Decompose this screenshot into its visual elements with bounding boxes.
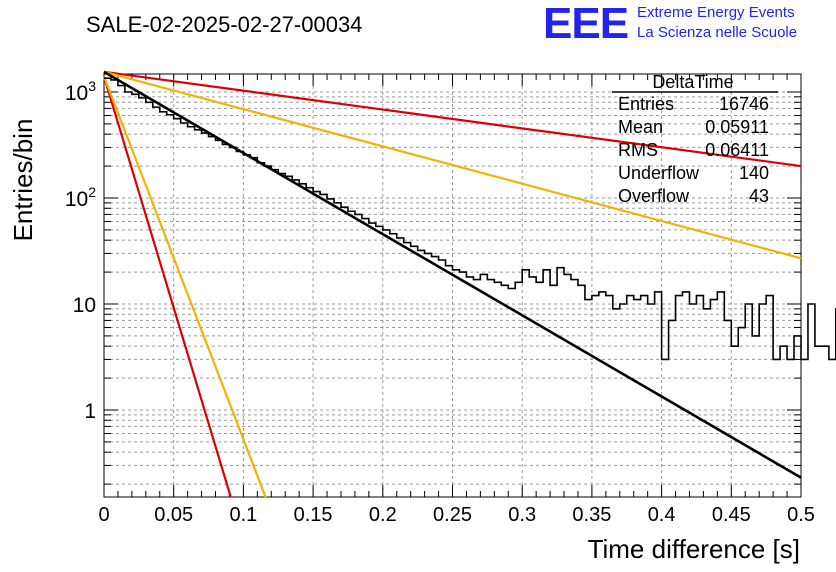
stats-label-overflow: Overflow <box>618 186 690 206</box>
stats-label-underflow: Underflow <box>618 163 700 183</box>
x-tick-label: 0.05 <box>154 504 193 526</box>
stats-label-mean: Mean <box>618 117 663 137</box>
grid-layer <box>104 74 801 497</box>
x-tick-label: 0.1 <box>229 504 257 526</box>
stats-value-overflow: 43 <box>749 186 769 206</box>
y-tick-label: 103 <box>65 78 96 105</box>
x-tick-label: 0.25 <box>433 504 472 526</box>
y-tick-label: 1 <box>84 400 96 423</box>
x-tick-label: 0.35 <box>572 504 611 526</box>
run-title: SALE-02-2025-02-27-00034 <box>86 12 362 37</box>
stats-value-mean: 0.05911 <box>705 117 769 137</box>
x-tick-label: 0.4 <box>648 504 676 526</box>
stats-label-entries: Entries <box>618 94 674 114</box>
logo-line-1: Extreme Energy Events <box>637 4 795 21</box>
reference-line-4 <box>102 76 267 498</box>
stats-value-rms: 0.06411 <box>705 140 769 160</box>
stats-label-rms: RMS <box>618 140 658 160</box>
series-layer <box>102 70 802 498</box>
x-tick-label: 0.45 <box>712 504 751 526</box>
axis-layer: 0 0.05 0.1 0.15 0.2 0.25 0.3 0.35 0.4 0.45 0.5 1 10 1… <box>65 74 815 526</box>
stats-title: DeltaTime <box>652 72 733 92</box>
y-axis-label: Entries/bin <box>8 119 38 242</box>
stats-box: DeltaTime Entries 16746 Mean 0.05911 RMS… <box>612 72 778 206</box>
reference-line-2 <box>103 70 802 260</box>
eee-logo: EEE <box>543 0 629 48</box>
x-tick-label: 0.5 <box>787 504 815 526</box>
logo-line-2: La Scienza nelle Scuole <box>637 24 798 41</box>
fit-line <box>103 70 802 479</box>
x-tick-label: 0.2 <box>369 504 397 526</box>
reference-line-1 <box>103 70 802 168</box>
x-tick-label: 0 <box>98 504 109 526</box>
histogram-layer <box>103 70 836 479</box>
stats-value-underflow: 140 <box>739 163 769 183</box>
stats-value-entries: 16746 <box>719 94 769 114</box>
x-tick-label: 0.15 <box>294 504 333 526</box>
x-tick-label: 0.3 <box>508 504 536 526</box>
x-axis-label: Time difference [s] <box>588 534 800 564</box>
y-tick-label: 102 <box>65 184 96 211</box>
reference-line-3 <box>102 76 232 498</box>
y-tick-label: 10 <box>73 294 96 317</box>
